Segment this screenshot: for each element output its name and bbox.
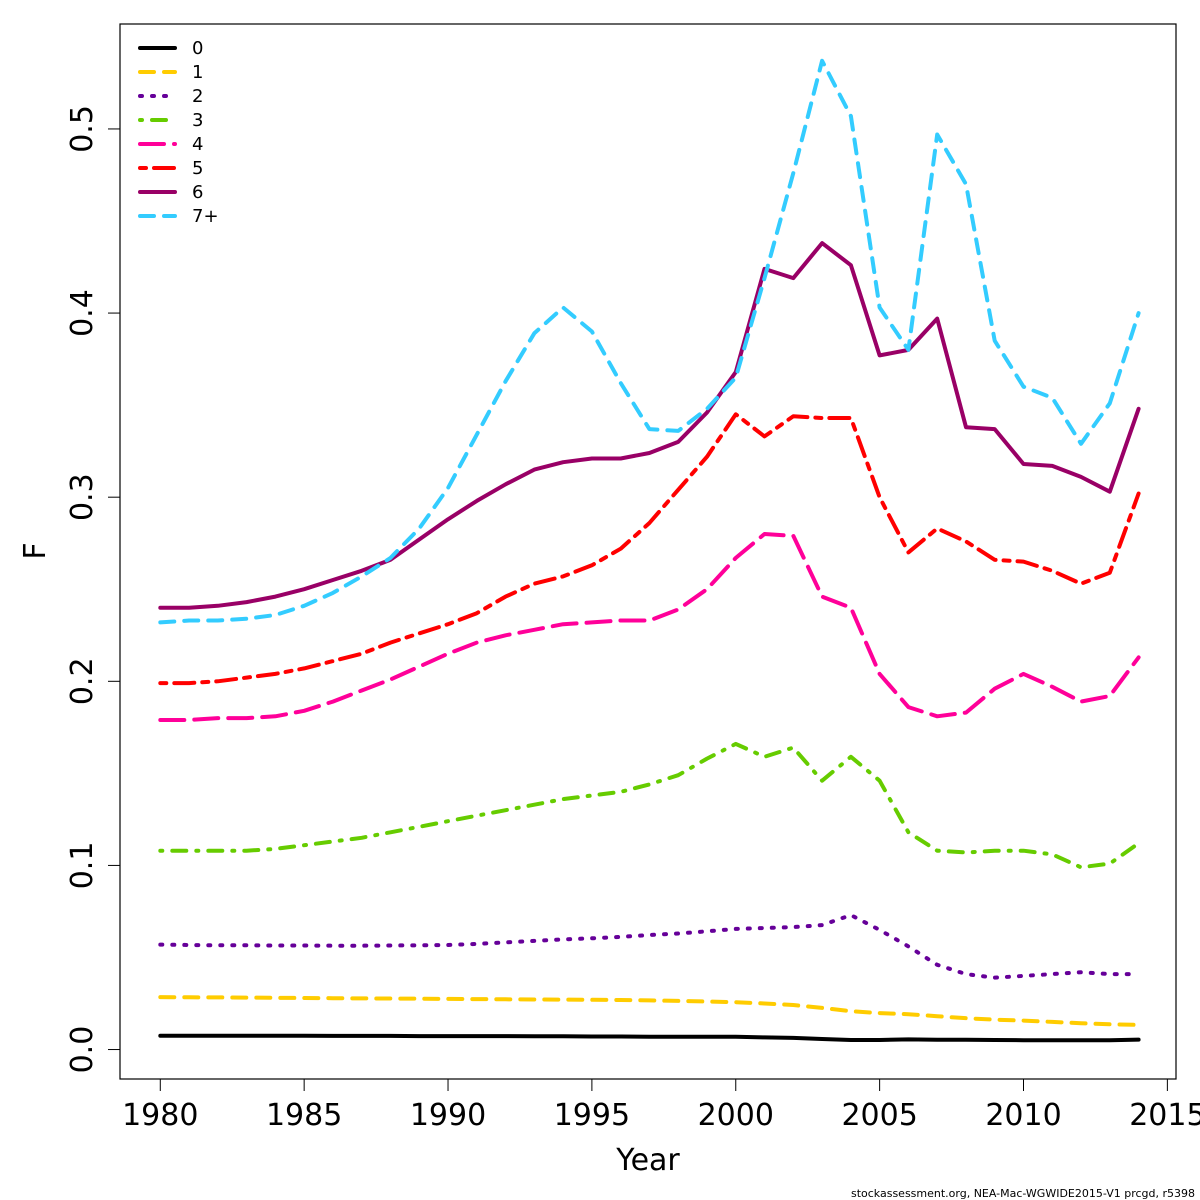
x-tick-label: 1985 [266,1098,342,1133]
x-axis-title: Year [615,1143,680,1178]
series-line-age-1 [158,995,1141,1027]
x-axis: 1980 1985 1990 1995 2000 2005 2010 2015 [122,1078,1200,1133]
x-tick-label: 1995 [554,1098,630,1133]
series-line-age-0 [158,1033,1141,1043]
legend-label: 2 [192,86,203,107]
legend-item: 3 [138,110,203,131]
y-axis-title: F [18,542,53,559]
x-tick-label: 1990 [410,1098,486,1133]
series-line-age-6 [158,241,1141,610]
y-tick-label: 0.5 [65,105,100,153]
legend-label: 5 [192,158,203,179]
legend-label: 3 [192,110,203,131]
legend-item: 0 [138,38,203,59]
y-axis: 0.0 0.1 0.2 0.3 0.4 0.5 [65,105,121,1074]
legend-item: 5 [138,158,203,179]
legend: 0 1 2 3 4 5 6 7+ [138,38,219,227]
series-line-age-3 [158,741,1141,870]
series-line-age-4 [158,532,1141,722]
footer-credit: stockassessment.org, NEA-Mac-WGWIDE2015-… [851,1187,1195,1200]
legend-label: 4 [192,134,203,155]
x-tick-label: 2015 [1129,1098,1200,1133]
y-tick-label: 0.3 [65,473,100,521]
legend-label: 7+ [192,206,219,227]
x-tick-label: 2005 [841,1098,917,1133]
legend-item: 7+ [138,206,219,227]
legend-item: 1 [138,62,203,83]
legend-label: 0 [192,38,203,59]
plot-frame [119,23,1177,1080]
x-tick-label: 1980 [122,1098,198,1133]
y-tick-label: 0.0 [65,1026,100,1074]
legend-label: 6 [192,182,203,203]
x-tick-label: 2000 [698,1098,774,1133]
y-tick-label: 0.2 [65,657,100,705]
y-tick-label: 0.1 [65,842,100,890]
y-tick-label: 0.4 [65,289,100,337]
series-line-age-5 [158,412,1141,686]
legend-label: 1 [192,62,203,83]
series-line-age-7plus [158,58,1141,625]
series-layer [158,58,1141,1043]
x-tick-label: 2010 [985,1098,1061,1133]
legend-item: 4 [138,134,203,155]
series-line-age-2 [158,913,1141,980]
legend-item: 2 [138,86,203,107]
legend-item: 6 [138,182,203,203]
